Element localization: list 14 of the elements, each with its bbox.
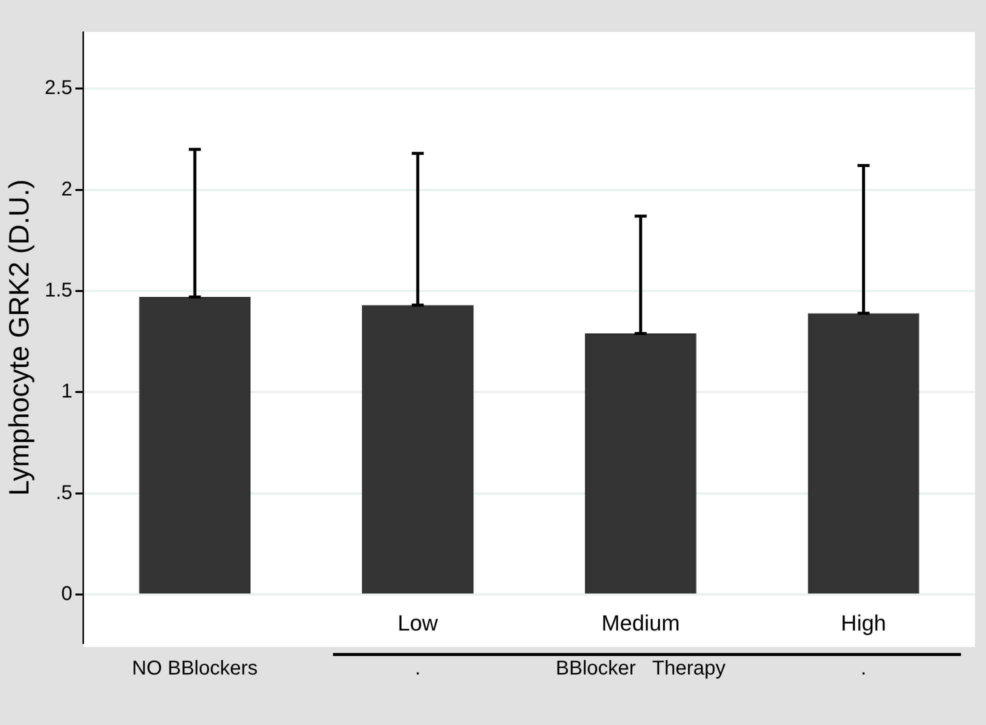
annotation: Low	[398, 610, 438, 636]
y-tick-label: 0	[61, 582, 72, 605]
y-tick-label: 2	[61, 178, 72, 200]
y-axis-title: Lymphocyte GRK2 (D.U.)	[4, 179, 35, 496]
annotation: High	[840, 610, 886, 636]
x-tick-label: .	[860, 658, 866, 680]
y-tick-label: 2.5	[44, 77, 72, 100]
x-tick-label: NO BBlockers	[132, 658, 258, 680]
x-tick-label: BBlocker Therapy	[556, 658, 726, 680]
y-tick-label: 1.5	[44, 279, 72, 302]
x-tick-label: .	[414, 658, 421, 680]
y-tick-label: .5	[56, 482, 72, 504]
y-tick-label: 1	[61, 380, 72, 403]
annotation: Medium	[602, 610, 680, 636]
